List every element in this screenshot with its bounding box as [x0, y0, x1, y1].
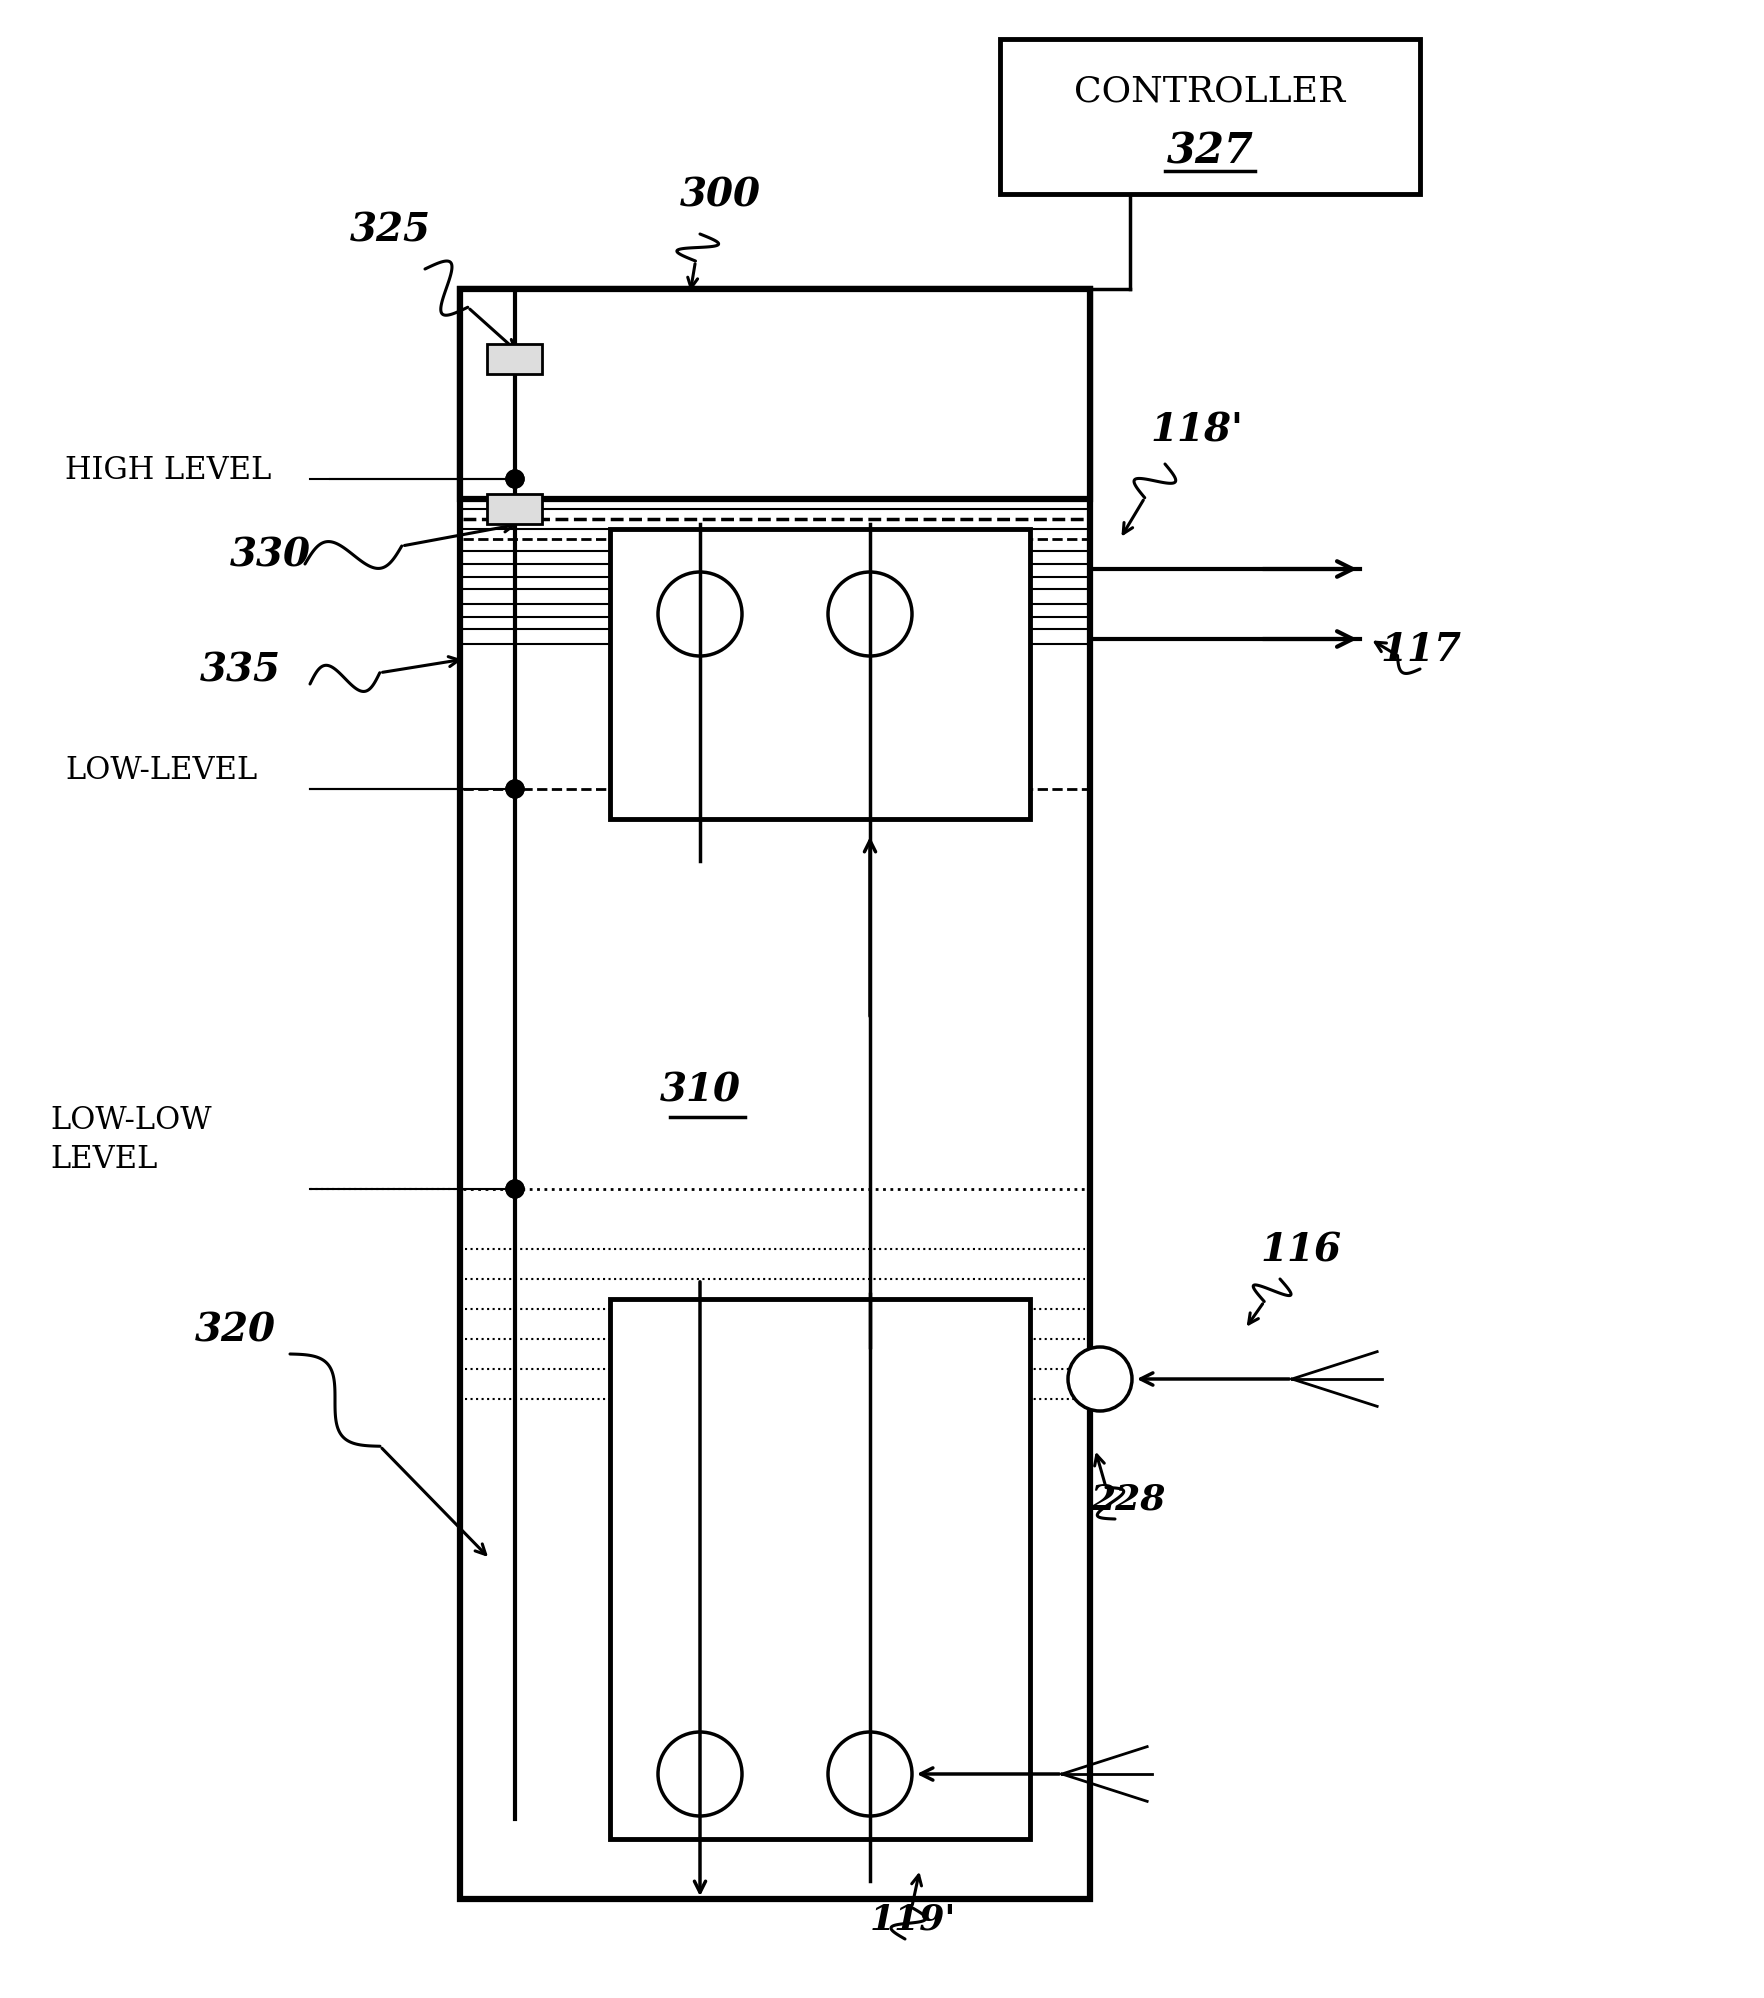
Circle shape: [506, 472, 524, 490]
Bar: [460, 290, 1090, 500]
Bar: [610, 529, 1030, 819]
Circle shape: [506, 472, 524, 490]
Circle shape: [506, 781, 524, 799]
Text: CONTROLLER: CONTROLLER: [1074, 74, 1344, 108]
Text: HIGH LEVEL: HIGH LEVEL: [65, 454, 272, 486]
Text: 320: 320: [194, 1311, 275, 1349]
Text: 310: 310: [660, 1071, 741, 1109]
Text: LOW-LEVEL: LOW-LEVEL: [65, 753, 258, 785]
Text: 330: 330: [229, 535, 310, 573]
Text: LOW-LOW
LEVEL: LOW-LOW LEVEL: [49, 1105, 212, 1175]
Text: 335: 335: [199, 651, 280, 689]
Circle shape: [1067, 1347, 1131, 1411]
Bar: [610, 1299, 1030, 1838]
Text: 325: 325: [349, 212, 430, 250]
Text: 300: 300: [679, 176, 760, 214]
Circle shape: [506, 1181, 524, 1199]
Circle shape: [658, 573, 741, 657]
Text: 327: 327: [1166, 130, 1252, 172]
Bar: [460, 290, 1090, 1898]
Text: 116: 116: [1259, 1231, 1341, 1269]
Circle shape: [658, 1732, 741, 1816]
Text: 118': 118': [1150, 412, 1242, 450]
Text: 228: 228: [1090, 1483, 1164, 1516]
Bar: [487, 496, 542, 525]
Circle shape: [506, 1181, 524, 1199]
Circle shape: [827, 573, 912, 657]
Circle shape: [506, 781, 524, 799]
Circle shape: [827, 1732, 912, 1816]
Bar: [487, 346, 542, 376]
Text: 117: 117: [1379, 631, 1461, 669]
Bar: [1000, 40, 1420, 196]
Text: 119': 119': [870, 1902, 956, 1936]
